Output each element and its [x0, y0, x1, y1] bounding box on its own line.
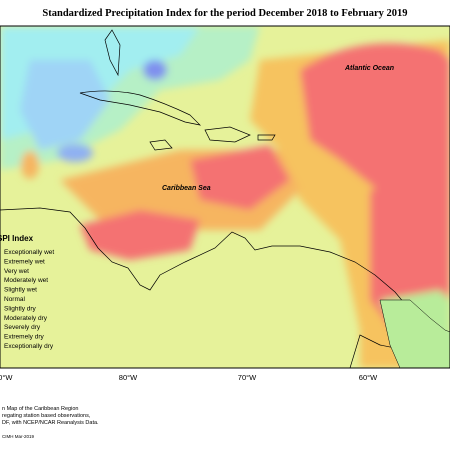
map-frame	[0, 25, 450, 369]
legend-item: Very wet	[4, 268, 29, 275]
ocean-label: Atlantic Ocean	[344, 65, 394, 72]
legend-item: Exceptionally wet	[4, 249, 54, 256]
lon-label: 90°W	[0, 373, 13, 382]
sea-label: Caribbean Sea	[162, 185, 211, 192]
footer-line: n Map of the Caribbean Region	[2, 406, 78, 412]
footer-credit: CIMH Mar-2019	[2, 434, 35, 439]
lon-label: 60°W	[359, 373, 378, 382]
map-title: Standardized Precipitation Index for the…	[42, 8, 407, 19]
legend-item: Slightly dry	[4, 305, 37, 312]
legend-title: SPI Index	[0, 234, 34, 243]
lon-label: 80°W	[119, 373, 138, 382]
legend-item: Normal	[4, 296, 26, 303]
legend: SPI Index Exceptionally wet Extremely wet…	[0, 234, 54, 350]
lon-label: 70°W	[238, 373, 257, 382]
legend-item: Severely dry	[4, 324, 41, 331]
legend-item: Moderately dry	[4, 315, 48, 322]
legend-item: Exceptionally dry	[4, 343, 54, 350]
legend-item: Extremely wet	[4, 258, 45, 265]
footer-line: regating station based observations,	[2, 413, 91, 419]
footer-line: DF, with NCEP/NCAR Reanalysis Data.	[2, 420, 99, 426]
spi-field	[0, 26, 450, 368]
legend-item: Moderately wet	[4, 277, 48, 284]
legend-item: Extremely dry	[4, 334, 44, 341]
legend-item: Slightly wet	[4, 287, 37, 294]
